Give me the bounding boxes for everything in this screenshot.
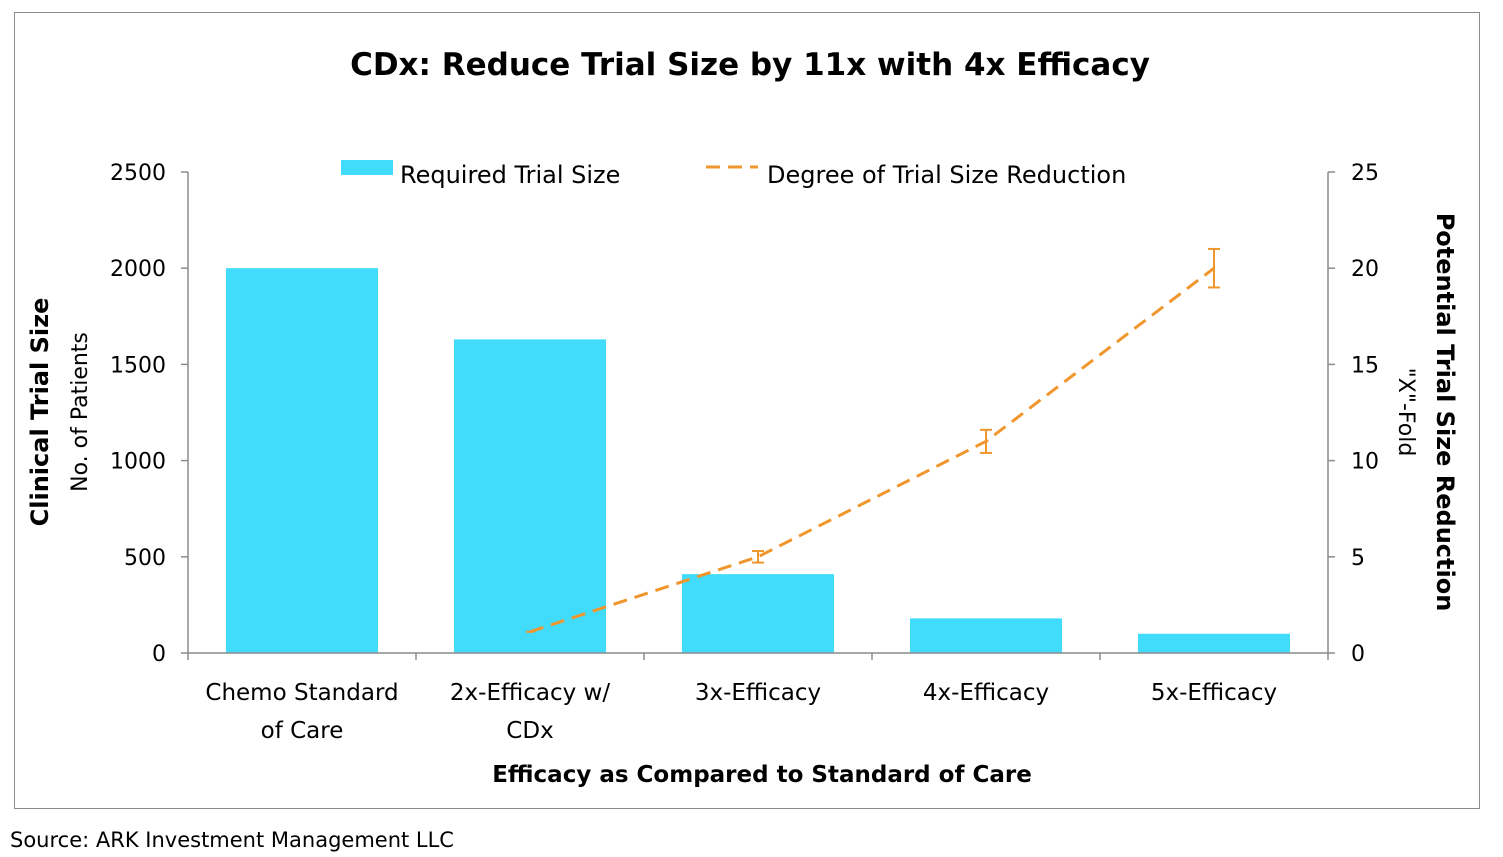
bar-2 bbox=[454, 339, 606, 653]
line-degree-of-reduction bbox=[529, 267, 1215, 634]
x-tick-label: 4x-Efficacy bbox=[923, 680, 1049, 706]
x-axis-title: Efficacy as Compared to Standard of Care bbox=[492, 762, 1032, 788]
y-tick-label: 500 bbox=[124, 546, 166, 571]
y-axis-title: Clinical Trial Size bbox=[26, 298, 54, 527]
legend-label-bars: Required Trial Size bbox=[400, 161, 620, 189]
x-tick-label: of Care bbox=[261, 718, 344, 744]
bar-1 bbox=[226, 268, 378, 653]
x-tick-label: Chemo Standard bbox=[205, 680, 398, 706]
source-note: Source: ARK Investment Management LLC bbox=[10, 828, 454, 852]
y-tick-label: 2500 bbox=[110, 161, 166, 186]
bar-4 bbox=[910, 618, 1062, 653]
y2-axis-title: Potential Trial Size Reduction bbox=[1431, 213, 1459, 612]
x-tick-label: 5x-Efficacy bbox=[1151, 680, 1277, 706]
y2-tick-label: 20 bbox=[1351, 257, 1379, 282]
y2-tick-label: 5 bbox=[1351, 546, 1365, 571]
x-tick-label: 3x-Efficacy bbox=[695, 680, 821, 706]
y-tick-label: 1000 bbox=[110, 450, 166, 475]
y-axis-subtitle: No. of Patients bbox=[68, 332, 93, 492]
chart-title: CDx: Reduce Trial Size by 11x with 4x Ef… bbox=[350, 47, 1150, 83]
y2-tick-label: 10 bbox=[1351, 450, 1379, 475]
y2-tick-label: 25 bbox=[1351, 161, 1379, 186]
y2-tick-label: 15 bbox=[1351, 353, 1379, 378]
y2-axis-subtitle: "X"-Fold bbox=[1393, 368, 1418, 457]
y-tick-label: 2000 bbox=[110, 257, 166, 282]
legend-swatch-bars bbox=[341, 160, 393, 175]
y-tick-label: 0 bbox=[152, 642, 166, 667]
x-tick-label: 2x-Efficacy w/ bbox=[450, 680, 610, 706]
y-tick-label: 1500 bbox=[110, 353, 166, 378]
bar-5 bbox=[1138, 633, 1290, 653]
x-tick-label: CDx bbox=[506, 718, 553, 744]
bar-3 bbox=[682, 574, 834, 653]
legend-label-line: Degree of Trial Size Reduction bbox=[767, 161, 1126, 189]
y2-tick-label: 0 bbox=[1351, 642, 1365, 667]
chart-frame bbox=[14, 12, 1480, 809]
